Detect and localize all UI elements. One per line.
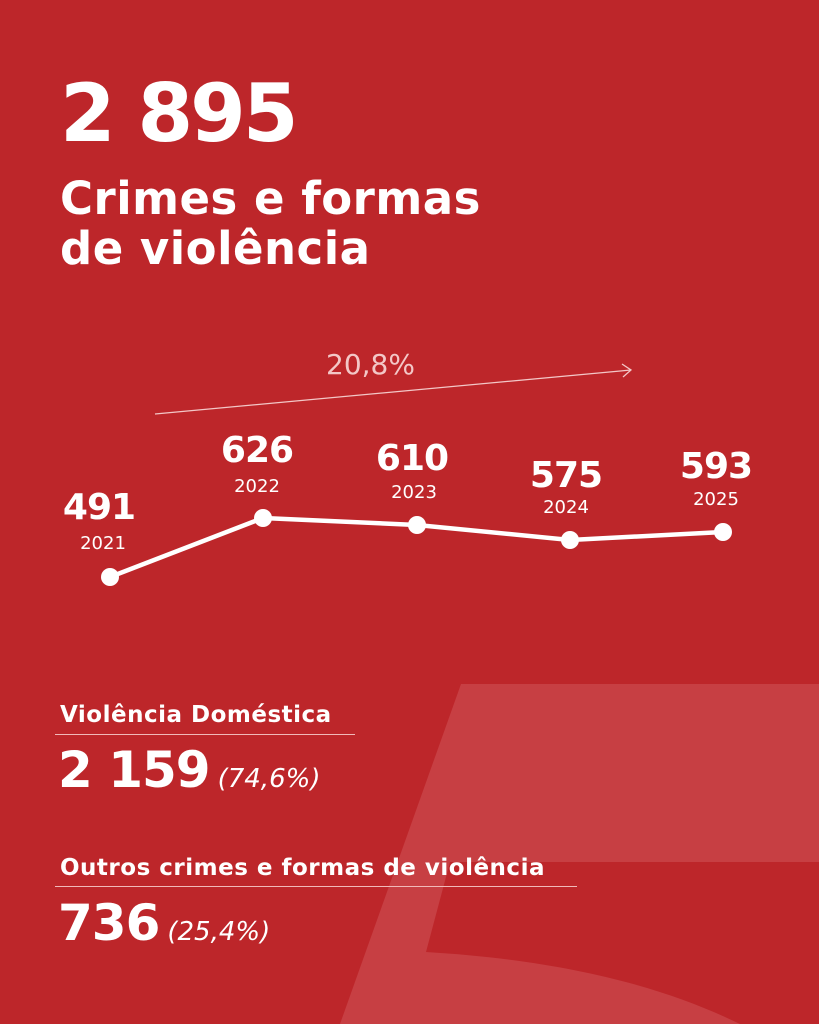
data-point-2022 xyxy=(254,509,272,527)
domestic-percent: (74,6%) xyxy=(217,764,321,794)
category-label-other: Outros crimes e formas de violência xyxy=(60,855,545,881)
line-chart xyxy=(101,509,732,586)
title-line-1: Crimes e formas xyxy=(60,172,481,225)
domestic-count: 2 159 xyxy=(58,741,211,799)
trend-arrow-icon xyxy=(154,363,633,415)
point-year-2025: 2025 xyxy=(693,489,739,510)
category-divider xyxy=(55,734,355,735)
title-line-2: de violência xyxy=(60,222,371,275)
point-value-2025: 593 xyxy=(679,446,753,487)
point-year-2023: 2023 xyxy=(391,482,437,503)
other-percent: (25,4%) xyxy=(167,917,271,947)
point-year-2021: 2021 xyxy=(80,533,126,554)
data-point-2023 xyxy=(408,516,426,534)
point-year-2022: 2022 xyxy=(234,476,280,497)
point-value-2023: 610 xyxy=(375,438,449,479)
point-value-2021: 491 xyxy=(62,487,136,528)
trend-percent-label: 20,8% xyxy=(326,348,415,381)
category-value-domestic: 2 159 (74,6%) xyxy=(58,745,320,795)
point-year-2024: 2024 xyxy=(543,497,589,518)
category-label-domestic: Violência Doméstica xyxy=(60,702,332,728)
data-point-2021 xyxy=(101,568,119,586)
category-value-other: 736 (25,4%) xyxy=(58,898,270,948)
point-value-2024: 575 xyxy=(529,455,603,496)
total-count: 2 895 xyxy=(60,67,299,160)
data-point-2025 xyxy=(714,523,732,541)
page-title: Crimes e formas de violência xyxy=(60,174,481,274)
point-value-2022: 626 xyxy=(220,430,294,471)
data-point-2024 xyxy=(561,531,579,549)
category-divider xyxy=(55,886,577,887)
other-count: 736 xyxy=(58,894,160,952)
